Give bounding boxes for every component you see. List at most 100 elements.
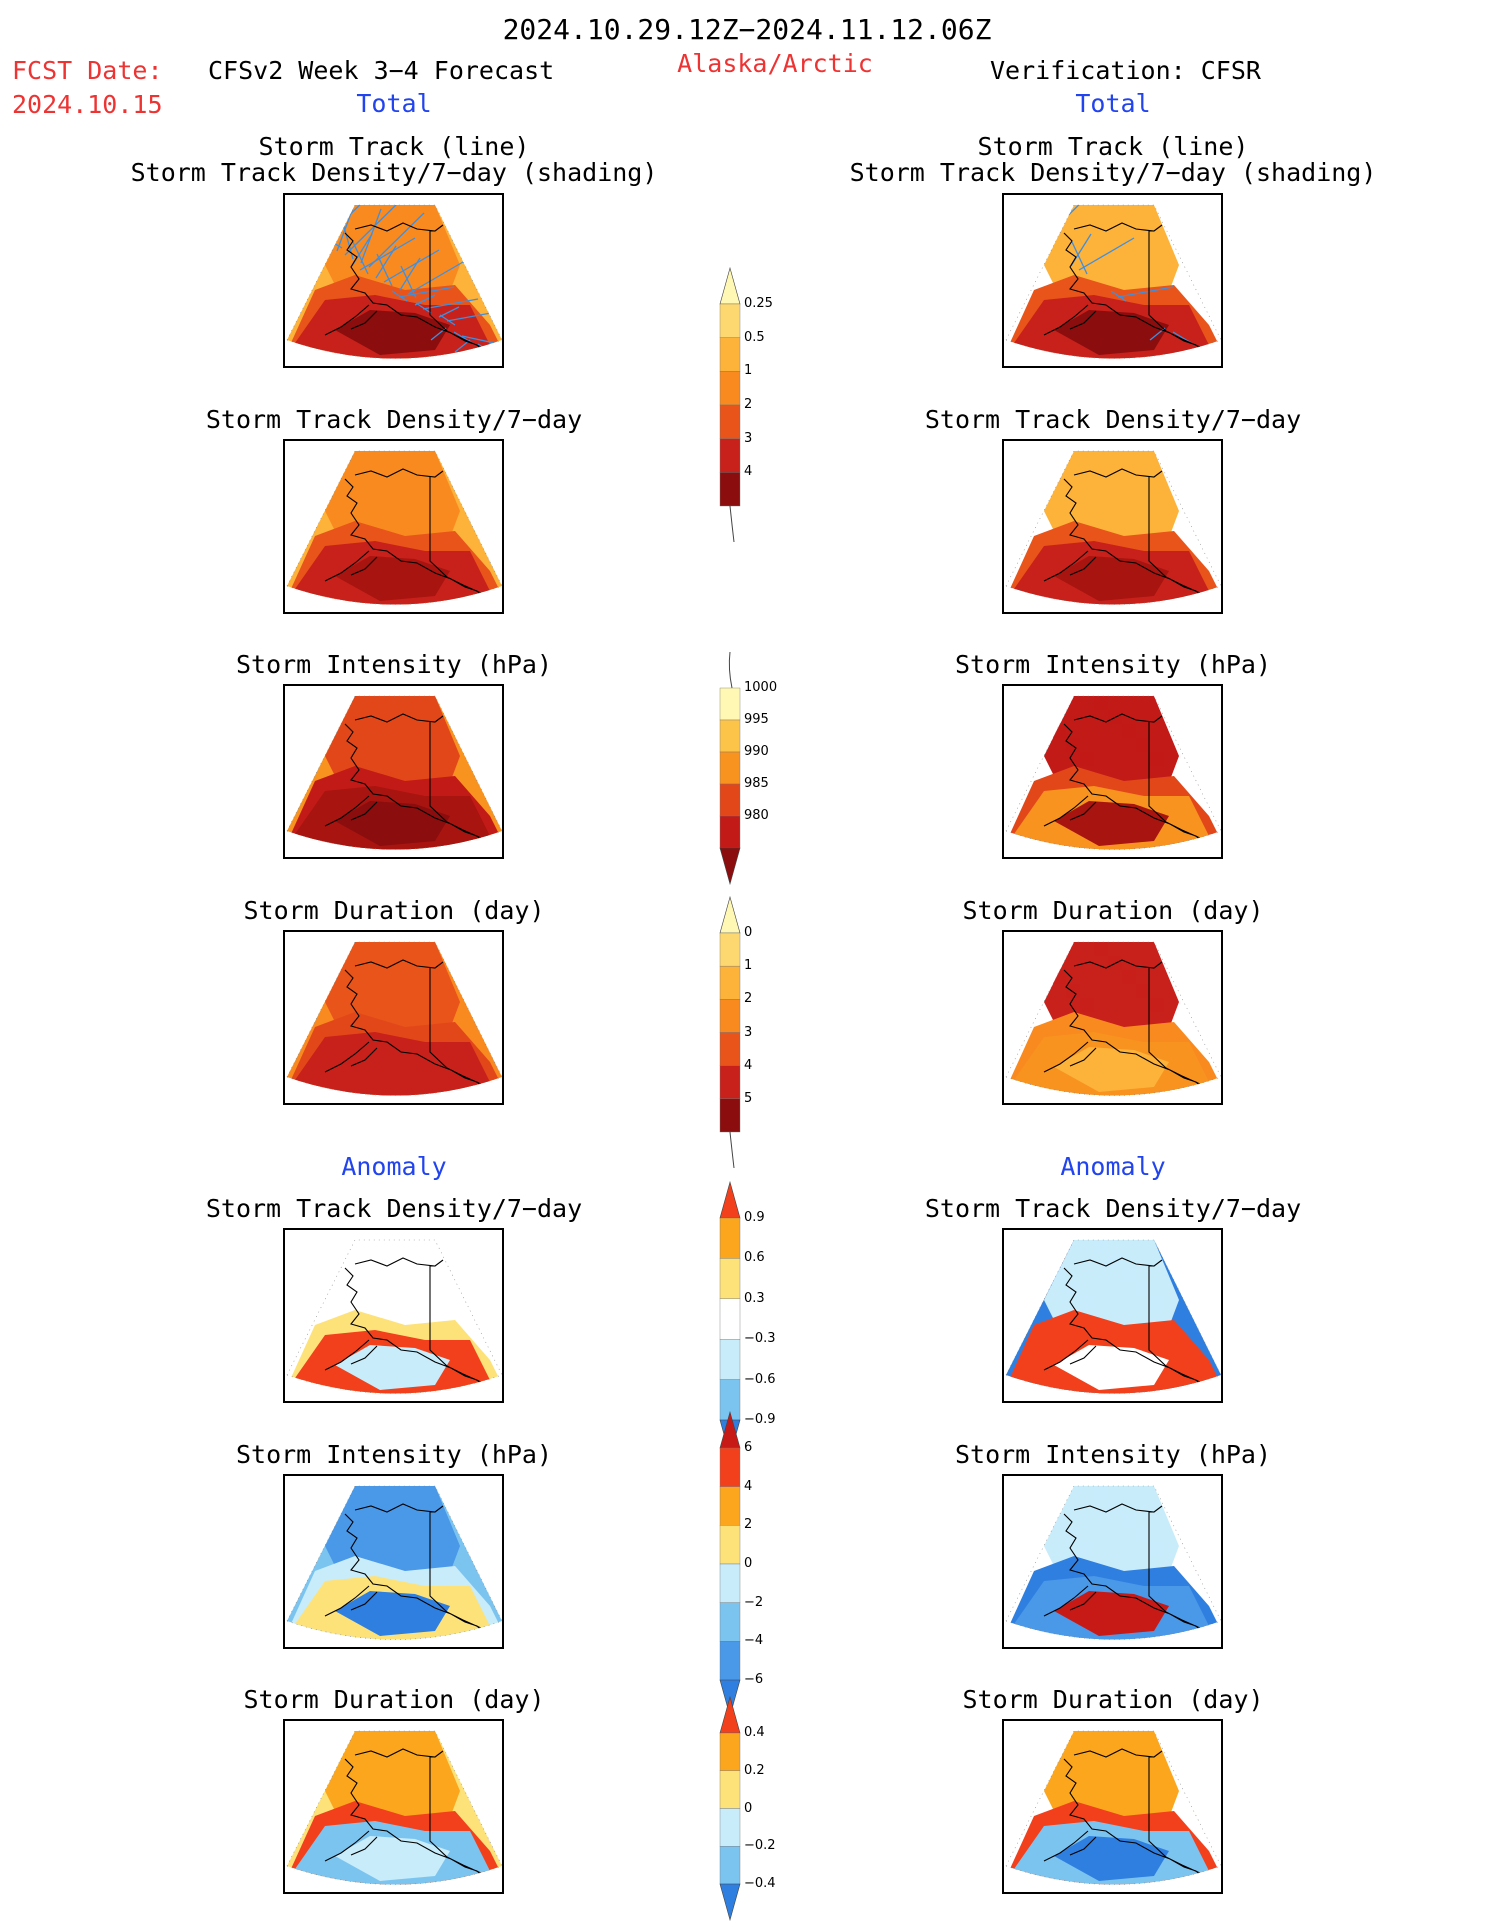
grid-cell: [1136, 738, 1150, 752]
grid-cell: [1038, 1745, 1052, 1759]
colorbar-tick-label: 0.6: [744, 1250, 765, 1266]
colorbar-segment: [719, 1298, 741, 1340]
grid-cell: [1024, 942, 1038, 956]
colorbar-tick-label: 4: [744, 1478, 753, 1494]
grid-cell: [1122, 233, 1136, 247]
colorbar-segment: [719, 303, 741, 338]
storm-track-line: [399, 257, 421, 291]
coastline: [1043, 713, 1215, 850]
colorbar-segment: [719, 1732, 741, 1771]
storm-track-line: [422, 298, 479, 310]
colorbar-tick-label: −4: [744, 1633, 764, 1649]
coastline: [324, 1503, 496, 1640]
colorbar-tick-label: 4: [744, 1057, 753, 1073]
verification-total-label: Total: [1075, 89, 1151, 118]
grid-cell: [1122, 724, 1136, 738]
colorbar-tick-label: 985: [744, 776, 769, 791]
fc-anom-density-map: [283, 1228, 504, 1403]
grid-cell: [1038, 956, 1052, 970]
duration-total-colorbar: 0 1 2 3 4 5: [718, 895, 808, 1170]
grid-cell: [1192, 1514, 1206, 1528]
grid-cell: [1122, 970, 1136, 984]
storm-track-line: [298, 351, 315, 359]
colorbar-segment: [719, 1563, 741, 1603]
colorbar-top-arrow: [728, 651, 733, 689]
fc-anom-duration-title: Storm Duration (day): [243, 1685, 545, 1714]
grid-cell: [1094, 696, 1108, 710]
grid-cell: [1150, 1787, 1164, 1801]
coastline: [1043, 222, 1215, 359]
storm-track-line: [414, 294, 436, 306]
vr-track-map: [1002, 193, 1223, 368]
colorbar-top-arrow: [719, 1180, 741, 1219]
grid-cell: [1038, 710, 1052, 724]
colorbar-tick-label: 0.25: [744, 296, 773, 311]
colorbar-segment: [719, 1065, 741, 1100]
map-graphic: [286, 695, 502, 850]
grid-cell: [1052, 233, 1066, 247]
grid-cell: [1150, 1296, 1164, 1310]
grid-cell: [1192, 1759, 1206, 1773]
colorbar-tick-label: −6: [744, 1672, 764, 1687]
fc-track-title-shading: Storm Track Density/7−day (shading): [130, 158, 658, 187]
grid-cell: [1136, 247, 1150, 261]
grid-cell: [1080, 752, 1094, 766]
colorbar-segment: [719, 783, 741, 817]
grid-cell: [1080, 261, 1094, 275]
grid-cell: [1164, 1486, 1178, 1500]
grid-cell: [1136, 1282, 1150, 1296]
storm-track-line: [344, 205, 401, 256]
colorbar-tick-label: 5: [744, 1090, 753, 1106]
vr-anom-duration-map: [1002, 1719, 1223, 1894]
shading-region: [1054, 556, 1169, 601]
grid-cell: [1178, 1745, 1192, 1759]
colorbar-segment: [719, 1770, 741, 1809]
grid-cell: [1080, 998, 1094, 1012]
grid-cell: [1164, 205, 1178, 219]
colorbar-segment: [719, 1032, 741, 1066]
colorbar-bottom-arrow: [719, 1883, 741, 1922]
grid-cell: [1164, 1240, 1178, 1254]
grid-cell: [1136, 1528, 1150, 1542]
storm-track-line: [359, 237, 416, 271]
coastline: [324, 1257, 496, 1394]
storm-track-line: [289, 205, 306, 236]
map-graphic: [286, 1730, 502, 1885]
storm-track-line: [439, 314, 456, 326]
vr-intensity-map: [1002, 684, 1223, 859]
colorbar-segment: [719, 687, 741, 721]
storm-track-line: [1031, 205, 1053, 240]
coastline: [324, 222, 496, 359]
colorbar-segment: [719, 1258, 741, 1300]
shading-region: [335, 1836, 450, 1881]
colorbar-tick-label: 6: [744, 1440, 753, 1455]
grid-cell: [1024, 1240, 1038, 1254]
colorbar-tick-label: 0.9: [744, 1210, 765, 1225]
region-title: Alaska/Arctic: [677, 49, 873, 78]
grid-cell: [1080, 1542, 1094, 1556]
vr-density-map: [1002, 439, 1223, 614]
colorbar-graphic: [719, 1410, 741, 1718]
colorbar-bottom-arrow: [729, 1131, 735, 1169]
coastline: [324, 959, 496, 1096]
grid-cell: [1178, 219, 1192, 233]
storm-track-line: [1071, 241, 1088, 275]
coastline: [1043, 959, 1215, 1096]
grid-cell: [1038, 1254, 1052, 1268]
grid-cell: [1024, 1486, 1038, 1500]
grid-cell: [1178, 1500, 1192, 1514]
colorbar-tick-label: 1: [744, 363, 753, 379]
coastline: [1043, 468, 1215, 605]
grid-cell: [1192, 724, 1206, 738]
fcst-date-value: 2024.10.15: [12, 90, 163, 119]
colorbar-segment: [719, 719, 741, 753]
verification-title: Verification: CFSR: [990, 56, 1261, 85]
verification-anomaly-label: Anomaly: [1060, 1152, 1166, 1181]
fc-anom-duration-map: [283, 1719, 504, 1894]
storm-track-line: [438, 306, 460, 318]
fc-duration-title: Storm Duration (day): [243, 896, 545, 925]
shading-region: [335, 1591, 450, 1636]
grid-cell: [1066, 1528, 1080, 1542]
storm-track-line: [313, 205, 330, 248]
colorbar-tick-label: −0.9: [744, 1412, 776, 1427]
